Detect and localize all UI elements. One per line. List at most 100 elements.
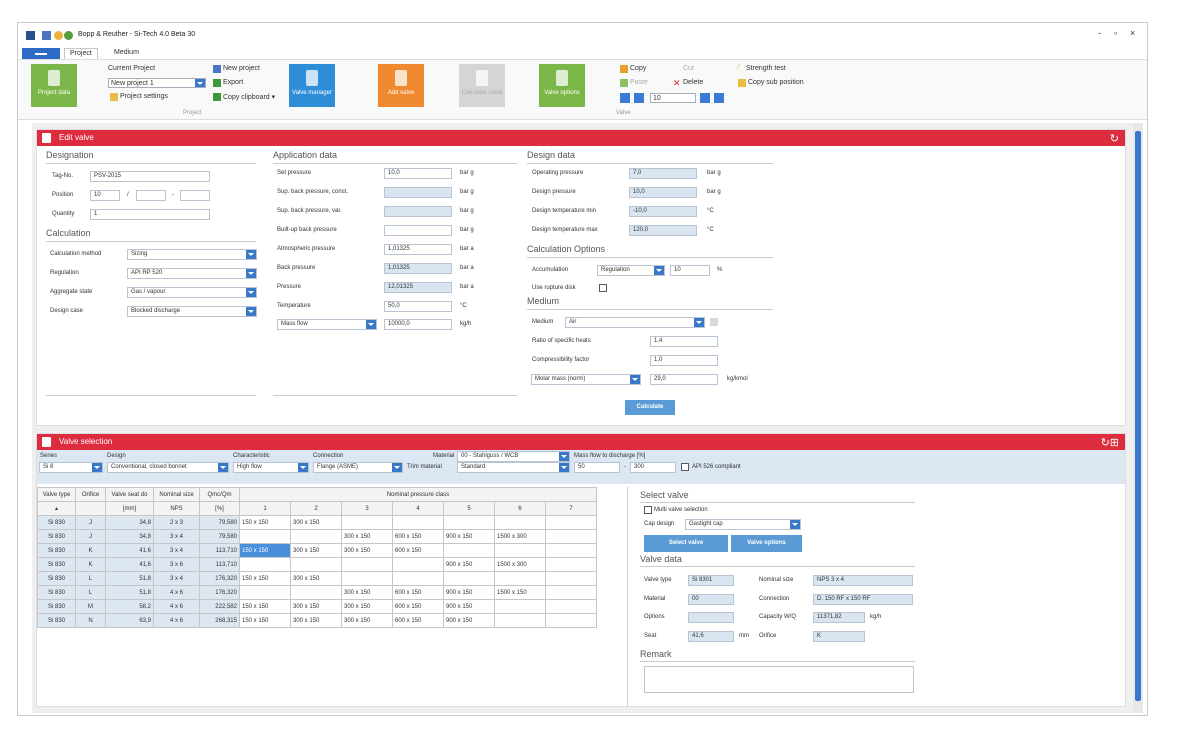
col-nominal-size[interactable]: Nominal size [153, 487, 200, 502]
rupture-checkbox[interactable] [599, 284, 607, 292]
design-row-input[interactable]: 10,0 [629, 187, 697, 198]
col-qmc[interactable]: Qmc/Qm [199, 487, 240, 502]
table-row[interactable]: Si 830 K 41,6 3 x 4 113,710 150 x 150 300 x 15… [37, 543, 597, 558]
table-cell[interactable] [443, 571, 495, 586]
flow-type-select[interactable]: Mass flow [277, 319, 377, 330]
table-cell[interactable] [545, 543, 597, 558]
table-cell[interactable]: J [75, 529, 106, 544]
table-cell[interactable] [494, 571, 546, 586]
table-row[interactable]: Si 830 J 34,8 3 x 4 79,580 300 x 150 600 x 150… [37, 529, 597, 544]
molar-type-select[interactable]: Molar mass (norm) [531, 374, 641, 385]
table-cell[interactable] [545, 515, 597, 530]
table-row[interactable]: Si 830 L 51,8 4 x 6 176,320 300 x 150 600 x 15… [37, 585, 597, 600]
table-subheader[interactable]: 7 [545, 501, 597, 516]
restore-button[interactable]: ▫ [1114, 28, 1118, 38]
vertical-scrollbar[interactable] [1133, 123, 1143, 713]
table-cell[interactable]: 900 x 150 [443, 557, 495, 572]
table-subheader[interactable]: [%] [199, 501, 240, 516]
table-row[interactable]: Si 830 M 58,2 4 x 6 222,582 150 x 150 300 x 15… [37, 599, 597, 614]
table-cell[interactable]: 900 x 150 [443, 599, 495, 614]
col-pressure-class[interactable]: Nominal pressure class [239, 487, 597, 502]
design-filter-select[interactable]: Conventional, closed bonnet [107, 462, 229, 473]
valve-options-select-button[interactable]: Valve options [731, 535, 802, 552]
table-subheader[interactable] [75, 501, 106, 516]
quantity-input[interactable]: 1 [90, 209, 210, 220]
scrollbar-thumb[interactable] [1135, 131, 1141, 701]
ratio-input[interactable]: 1,4 [650, 336, 718, 347]
table-cell[interactable]: 79,580 [199, 529, 240, 544]
table-cell[interactable]: 600 x 150 [392, 543, 444, 558]
table-cell[interactable]: Si 830 [37, 543, 76, 558]
table-cell[interactable] [443, 543, 495, 558]
undo-icon[interactable] [54, 31, 63, 40]
valve-manager-button[interactable]: Valve manager [289, 64, 335, 107]
table-cell[interactable]: 300 x 150 [290, 515, 342, 530]
table-cell[interactable]: 900 x 150 [443, 585, 495, 600]
table-cell[interactable]: Si 830 [37, 613, 76, 628]
file-menu-button[interactable] [22, 48, 60, 59]
table-cell[interactable]: 300 x 150 [341, 529, 393, 544]
table-cell[interactable] [545, 599, 597, 614]
table-cell[interactable]: 600 x 150 [392, 613, 444, 628]
table-cell[interactable]: Si 830 [37, 571, 76, 586]
table-cell[interactable]: 4 x 6 [153, 613, 200, 628]
table-cell[interactable]: 34,8 [105, 515, 154, 530]
cap-select[interactable]: Gastight cap [685, 519, 801, 530]
table-cell[interactable]: 150 x 150 [239, 613, 291, 628]
tab-project[interactable]: Project [64, 48, 98, 59]
table-cell[interactable]: L [75, 585, 106, 600]
table-cell[interactable]: Si 830 [37, 515, 76, 530]
table-cell[interactable]: N [75, 613, 106, 628]
col-valve-type[interactable]: Valve type [37, 487, 76, 502]
table-cell[interactable]: 2 x 3 [153, 515, 200, 530]
table-cell[interactable]: 4 x 6 [153, 585, 200, 600]
table-cell[interactable]: L [75, 571, 106, 586]
table-cell[interactable]: 3 x 4 [153, 529, 200, 544]
medium-edit-icon[interactable] [710, 318, 718, 326]
position-sub2-input[interactable] [180, 190, 210, 201]
table-cell[interactable]: 300 x 150 [290, 613, 342, 628]
project-data-button[interactable]: Project data [31, 64, 77, 107]
table-cell[interactable]: J [75, 515, 106, 530]
massflow-from-input[interactable]: 50 [574, 462, 620, 473]
design-row-input[interactable]: 120,0 [629, 225, 697, 236]
app-row-input[interactable]: 1,01325 [384, 244, 452, 255]
table-cell[interactable] [239, 529, 291, 544]
table-cell[interactable] [392, 557, 444, 572]
material-filter-select[interactable]: 00 - Stahlguss / WCB [457, 451, 570, 462]
move-next-icon[interactable] [700, 93, 710, 103]
table-cell[interactable]: Si 830 [37, 529, 76, 544]
copy-sub-position-button[interactable]: Copy sub position [748, 79, 804, 86]
design-row-input[interactable]: -10,0 [629, 206, 697, 217]
table-cell[interactable] [443, 515, 495, 530]
table-cell[interactable] [494, 543, 546, 558]
table-cell[interactable]: 1500 x 300 [494, 529, 546, 544]
table-cell[interactable]: 600 x 150 [392, 599, 444, 614]
strength-test-button[interactable]: Strength test [746, 65, 786, 72]
table-cell[interactable] [392, 571, 444, 586]
calculate-valve-button[interactable]: Calculate valve [459, 64, 505, 107]
copy-button[interactable]: Copy [630, 65, 647, 72]
table-cell[interactable]: 3 x 6 [153, 557, 200, 572]
table-cell[interactable]: 4 x 6 [153, 599, 200, 614]
move-prev-icon[interactable] [634, 93, 644, 103]
table-cell[interactable]: 41,6 [105, 557, 154, 572]
table-cell[interactable] [341, 557, 393, 572]
table-cell[interactable]: Si 830 [37, 557, 76, 572]
table-cell[interactable]: 51,8 [105, 571, 154, 586]
redo-icon[interactable] [64, 31, 73, 40]
copy-clipboard-button[interactable]: Copy clipboard ▾ [223, 94, 276, 101]
series-select[interactable]: Si 8 [39, 462, 103, 473]
close-button[interactable]: × [1130, 28, 1136, 38]
app-row-input[interactable]: 10,0 [384, 168, 452, 179]
table-cell[interactable] [494, 613, 546, 628]
refresh-icon[interactable]: ↻ [1109, 133, 1119, 145]
table-row[interactable]: Si 830 N 63,9 4 x 6 268,315 150 x 150 300 x 15… [37, 613, 597, 628]
table-subheader[interactable]: [mm] [105, 501, 154, 516]
table-cell[interactable]: 51,8 [105, 585, 154, 600]
design-case-select[interactable]: Blocked discharge [127, 306, 257, 317]
table-cell[interactable]: 63,9 [105, 613, 154, 628]
table-cell[interactable] [545, 557, 597, 572]
table-cell[interactable]: 300 x 150 [290, 543, 342, 558]
valve-options-button[interactable]: Valve options [539, 64, 585, 107]
